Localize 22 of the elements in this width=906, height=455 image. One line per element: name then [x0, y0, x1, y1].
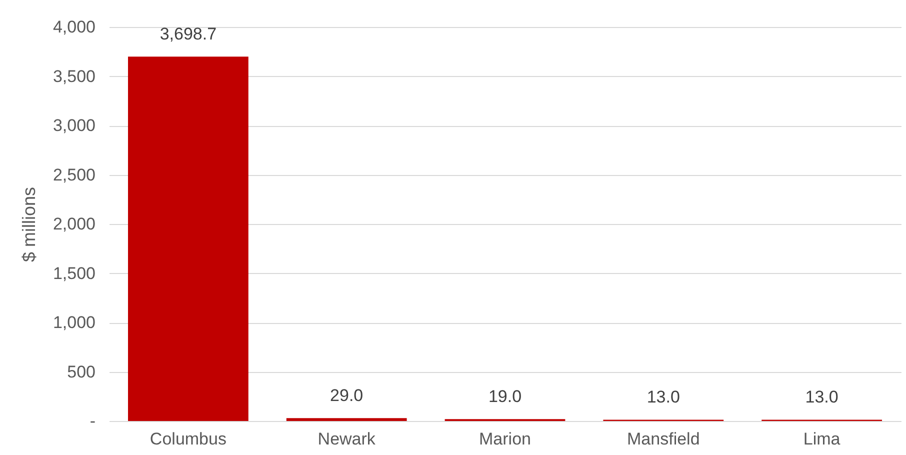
y-tick-label: 2,500 [52, 165, 96, 184]
data-label: 3,698.7 [160, 24, 217, 44]
data-label: 13.0 [805, 388, 838, 407]
y-tick-label: 1,000 [52, 313, 96, 332]
y-tick-label: 2,000 [52, 214, 96, 234]
y-tick-label: 3,500 [52, 66, 96, 86]
bar [286, 418, 407, 421]
x-tick-label: Lima [803, 430, 841, 448]
y-tick-label: 1,500 [52, 264, 96, 283]
y-tick-label: 3,000 [52, 116, 96, 135]
data-label: 19.0 [488, 387, 522, 406]
x-tick-label: Mansfield [627, 430, 700, 448]
y-tick-label: 4,000 [52, 18, 96, 36]
x-tick-label: Newark [318, 430, 376, 448]
bar [128, 56, 248, 421]
data-label: 13.0 [646, 388, 680, 407]
data-label: 29.0 [330, 386, 364, 406]
x-tick-label: Marion [479, 430, 531, 448]
x-tick-label: Columbus [150, 430, 226, 448]
y-tick-label: - [90, 412, 96, 430]
y-tick-label: 500 [67, 362, 96, 382]
y-axis-title: $ millions [18, 186, 39, 262]
